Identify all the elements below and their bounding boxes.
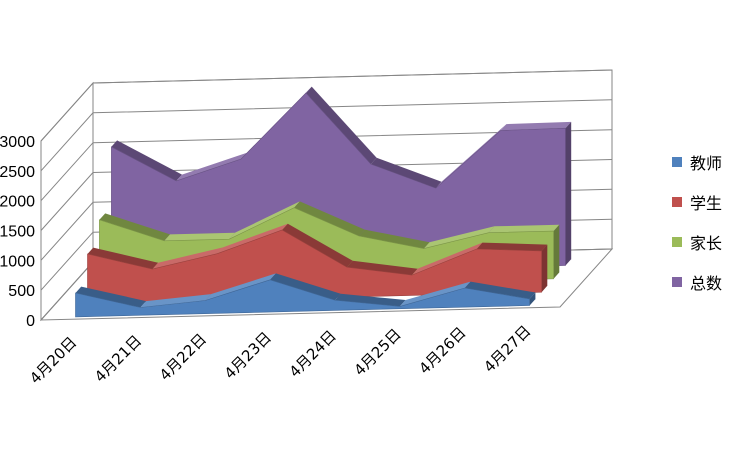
legend-swatch — [672, 157, 682, 167]
legend-item-students: 学生 — [672, 190, 747, 214]
y-tick-label: 1000 — [0, 253, 35, 270]
area-top-face — [140, 294, 211, 308]
area-top-face — [87, 247, 159, 270]
legend-item-parents: 家长 — [672, 230, 747, 254]
area-top-face — [488, 224, 560, 233]
gridline — [40, 99, 613, 172]
legend-label: 学生 — [690, 194, 723, 213]
area-front-face — [75, 279, 530, 318]
area-top-face — [335, 293, 406, 307]
y-tick-label: 1500 — [0, 224, 35, 241]
area-top-face — [411, 242, 483, 276]
y-axis-labels: 0 500 1000 1500 2000 2500 3000 — [0, 134, 35, 330]
x-tick-label: 4月22日 — [156, 330, 210, 384]
area-top-face — [306, 86, 377, 165]
gridline — [40, 159, 613, 231]
area-side-face — [541, 244, 548, 293]
area-top-face — [370, 157, 442, 189]
x-tick-label: 4月24日 — [286, 327, 340, 381]
y-tick-label: 0 — [26, 313, 35, 330]
area-front-face — [87, 229, 542, 304]
series-area — [75, 273, 536, 318]
area-top-face — [464, 281, 536, 299]
area-side-face — [529, 292, 536, 306]
area-top-face — [75, 286, 147, 308]
area-top-face — [347, 260, 418, 276]
x-tick-label: 4月26日 — [415, 324, 469, 378]
area-top-face — [217, 223, 288, 254]
legend: 教师 学生 家长 总数 — [672, 150, 747, 310]
area-top-face — [205, 273, 276, 301]
area-top-face — [176, 152, 247, 181]
legend-item-teachers: 教师 — [672, 150, 747, 174]
area-top-face — [229, 201, 300, 240]
legend-swatch — [672, 237, 682, 247]
y-tick-label: 3000 — [0, 134, 35, 151]
x-tick-label: 4月27日 — [480, 322, 534, 376]
legend-swatch — [672, 197, 682, 207]
area-top-face — [423, 226, 495, 249]
area-top-face — [270, 273, 341, 301]
area-top-face — [111, 140, 182, 181]
gridline — [40, 129, 613, 202]
y-tick-label: 500 — [8, 283, 35, 300]
area-top-face — [164, 232, 235, 241]
area-front-face — [111, 92, 566, 278]
x-tick-label: 4月23日 — [221, 328, 275, 382]
y-tick-label: 2500 — [0, 164, 35, 181]
x-tick-label: 4月25日 — [350, 325, 404, 379]
series-area — [111, 86, 572, 278]
area-top-face — [282, 223, 353, 268]
area-top-face — [476, 242, 548, 251]
y-tick-label: 2000 — [0, 194, 35, 211]
x-axis-labels: 4月20日 4月21日 4月22日 4月23日 4月24日 4月25日 4月26日 4月27日 — [26, 322, 534, 388]
area-top-face — [358, 229, 430, 249]
area-top-face — [99, 213, 170, 241]
series-area — [87, 223, 548, 304]
legend-label: 家长 — [690, 234, 723, 253]
area-top-face — [152, 247, 223, 270]
legend-label: 教师 — [690, 154, 723, 173]
gridline — [40, 69, 613, 142]
legend-item-total: 总数 — [672, 270, 747, 294]
area-side-face — [565, 121, 572, 266]
legend-swatch — [672, 277, 682, 287]
x-tick-label: 4月20日 — [26, 333, 80, 387]
legend-label: 总数 — [690, 274, 723, 293]
plot-area — [75, 86, 572, 318]
area-top-face — [294, 201, 365, 236]
area-side-face — [553, 224, 560, 279]
x-tick-label: 4月21日 — [91, 332, 145, 386]
area-top-face — [399, 281, 471, 307]
